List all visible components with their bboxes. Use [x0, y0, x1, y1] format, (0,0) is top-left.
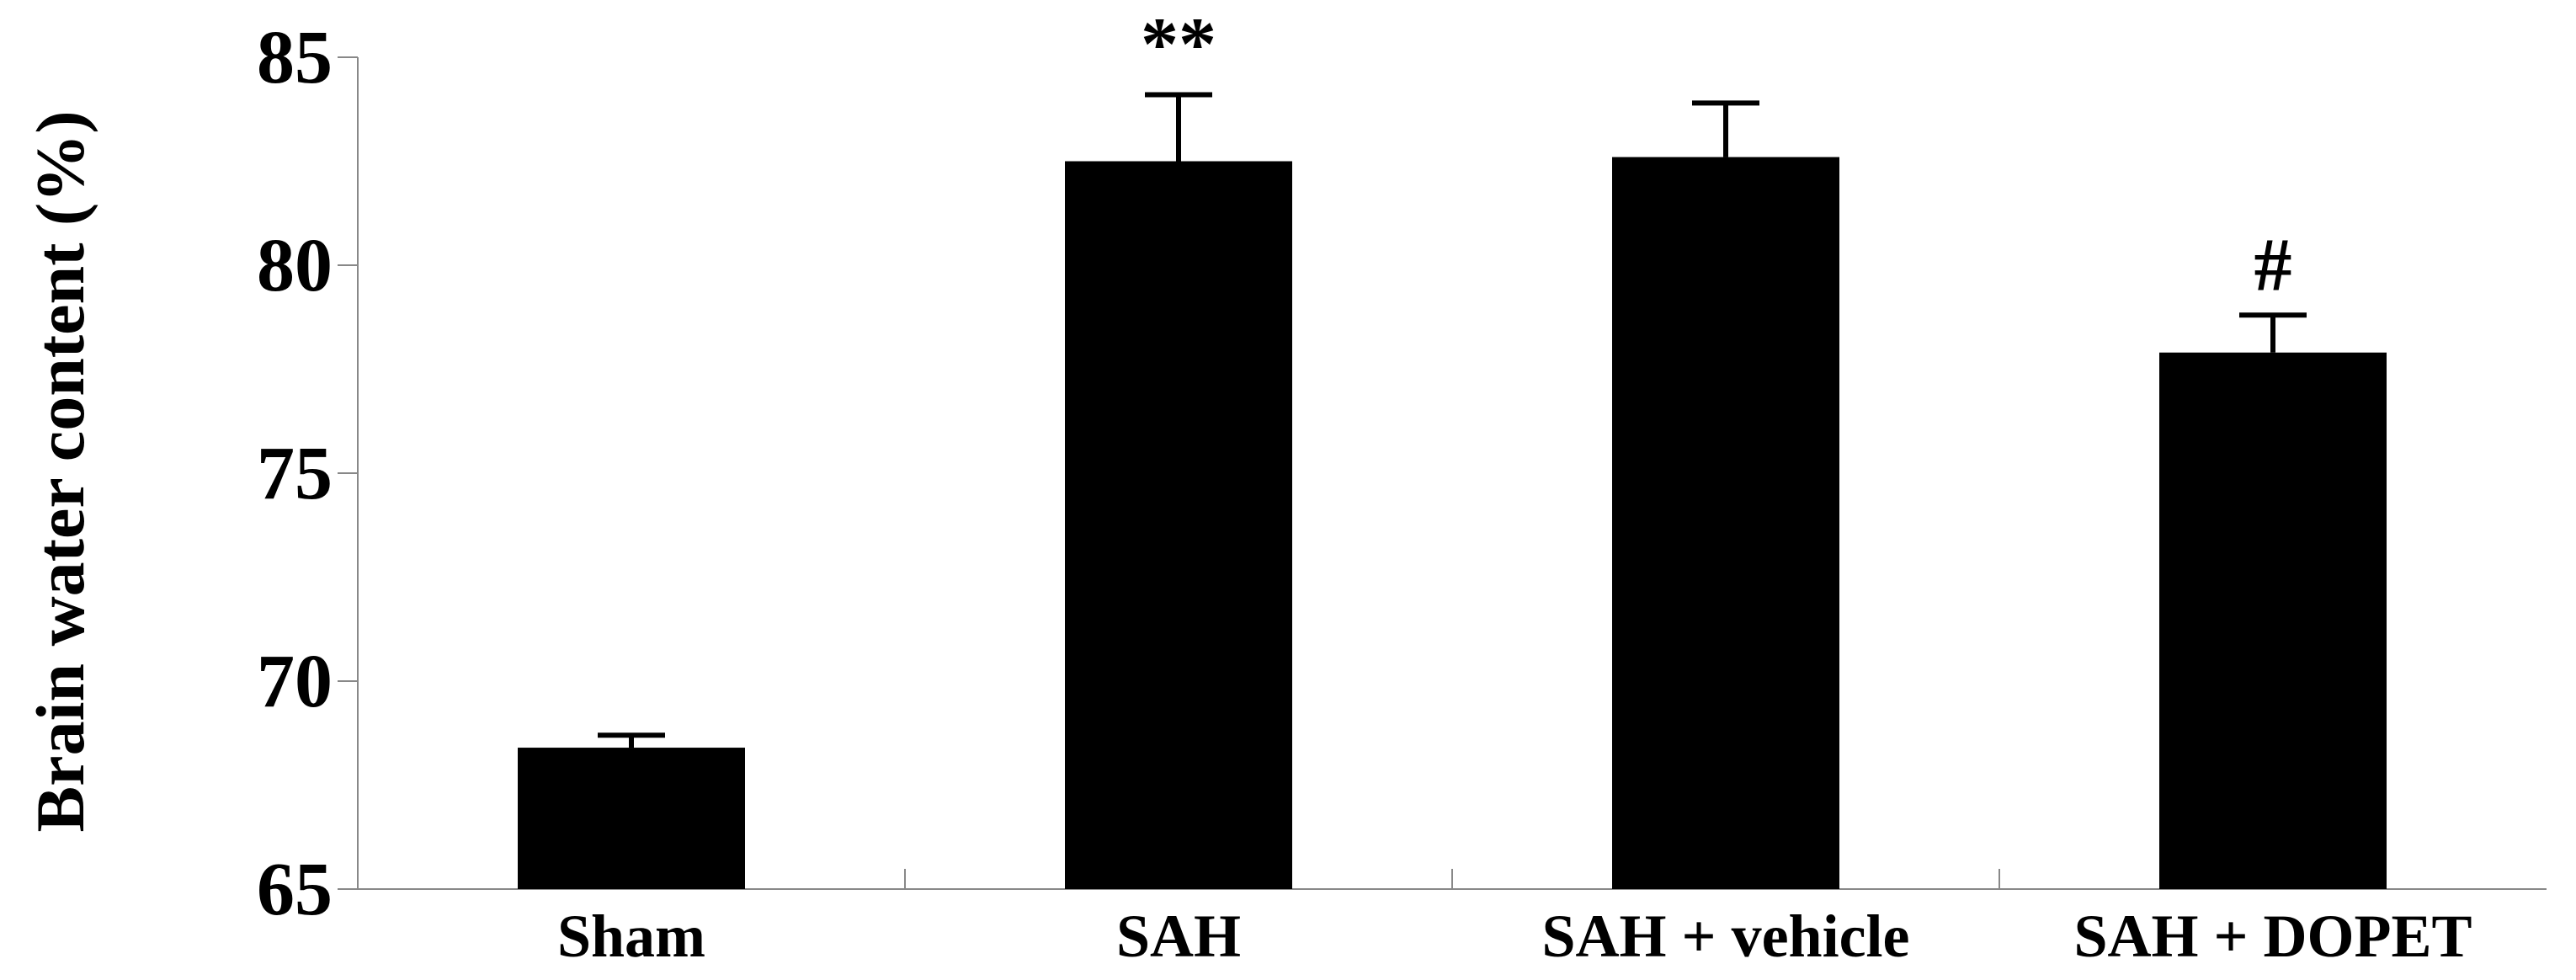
- x-tick-label: Sham: [557, 903, 705, 970]
- y-tick-label: 85: [257, 16, 333, 99]
- bar: [518, 748, 745, 889]
- y-tick-label: 80: [257, 224, 333, 307]
- x-tick-label: SAH + vehicle: [1542, 903, 1910, 970]
- bar: [1612, 157, 1839, 889]
- x-tick-label: SAH: [1116, 903, 1241, 970]
- annotation: **: [1141, 3, 1216, 86]
- y-axis-label: Brain water content (%): [22, 110, 98, 832]
- y-tick-label: 65: [257, 848, 333, 931]
- bar: [2159, 352, 2387, 889]
- y-tick-label: 75: [257, 432, 333, 515]
- x-tick-label: SAH + DOPET: [2073, 903, 2472, 970]
- bar: [1065, 161, 1292, 889]
- annotation: #: [2254, 223, 2292, 306]
- y-tick-label: 70: [257, 640, 333, 723]
